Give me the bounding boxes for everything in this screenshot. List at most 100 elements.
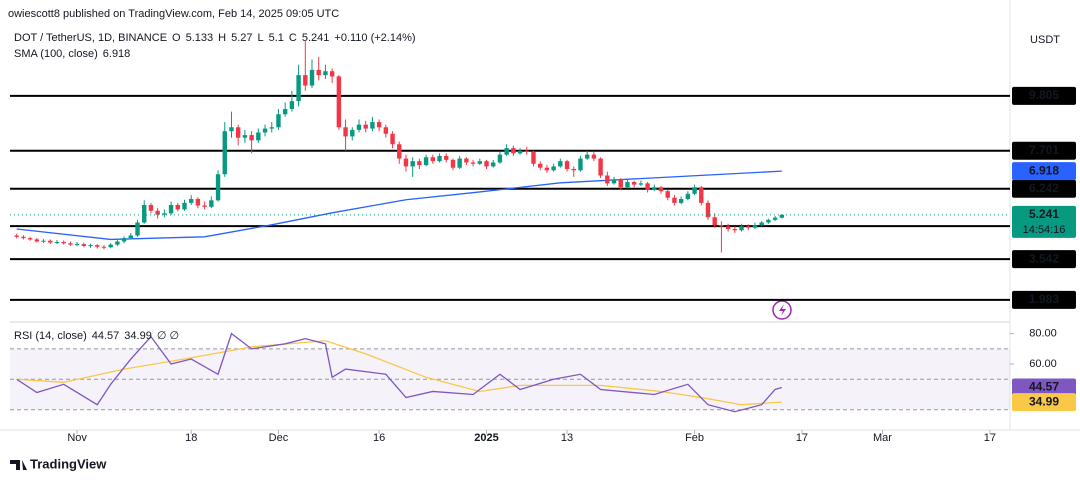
candle-body <box>48 240 53 243</box>
candle-body <box>779 214 785 218</box>
level-label-box <box>1012 141 1076 160</box>
candle-body <box>54 242 60 244</box>
candle-body <box>652 187 657 190</box>
candle-body <box>558 161 563 167</box>
level-label: 1.983 <box>1029 292 1059 306</box>
candle-body <box>625 182 630 188</box>
candle-body <box>202 205 207 207</box>
candle-body <box>121 238 127 242</box>
candle-body <box>538 163 543 168</box>
candle-body <box>618 179 623 188</box>
candle-body <box>470 162 476 164</box>
candle-body <box>155 210 160 215</box>
candle-body <box>101 246 107 248</box>
sma-legend: SMA (100, close) <box>14 48 98 60</box>
candle-body <box>564 161 570 170</box>
candle-body <box>417 161 422 166</box>
candle-body <box>88 245 93 247</box>
candle-body <box>484 161 489 167</box>
ohlc-key: O <box>172 32 181 44</box>
candle-body <box>296 75 301 102</box>
candle-body <box>672 197 677 203</box>
rsi-tick-label: 60.00 <box>1029 358 1057 370</box>
rsi-legend: RSI (14, close) <box>14 330 87 342</box>
x-tick-label: 17 <box>796 432 808 444</box>
ohlc-value: 5.241 <box>302 32 330 44</box>
last-price-box <box>1012 205 1076 238</box>
brand: TradingView <box>30 456 107 471</box>
candle-body <box>249 135 254 141</box>
x-tick-label: Feb <box>685 432 704 444</box>
candle-body <box>524 150 529 153</box>
candle-body <box>215 174 221 201</box>
candle-body <box>544 167 550 171</box>
candle-body <box>303 75 308 86</box>
candle-body <box>584 154 590 159</box>
candle-body <box>457 158 462 168</box>
candle-body <box>645 183 650 190</box>
candle-body <box>182 202 187 210</box>
candle-body <box>511 148 516 154</box>
candle-body <box>719 225 724 227</box>
rsi-ma-label: 34.99 <box>1029 394 1059 408</box>
rsi-ma-line <box>16 340 782 406</box>
candle-body <box>477 161 482 164</box>
candle-body <box>410 161 415 167</box>
candle-body <box>376 122 382 128</box>
candle-body <box>316 69 321 76</box>
candle-body <box>235 127 241 138</box>
candle-body <box>289 101 295 110</box>
last-price-label: 5.241 <box>1029 207 1059 221</box>
x-tick-label: Mar <box>873 432 892 444</box>
candle-body <box>189 198 194 203</box>
candle-body <box>450 159 456 168</box>
candle-body <box>148 204 154 211</box>
candle-body <box>766 219 771 223</box>
candle-body <box>370 122 375 129</box>
x-tick-label: Nov <box>67 432 87 444</box>
candle-body <box>752 225 758 228</box>
candle-body <box>383 127 389 134</box>
candle-body <box>437 155 442 162</box>
candle-body <box>772 217 778 220</box>
candle-body <box>531 152 536 164</box>
candle-body <box>142 204 147 223</box>
candle-body <box>175 204 180 210</box>
candle-body <box>692 187 697 194</box>
sma-label: 6.918 <box>1029 163 1059 177</box>
level-label: 3.542 <box>1029 251 1059 265</box>
x-tick-label: 18 <box>185 432 197 444</box>
level-label-box <box>1012 290 1076 309</box>
sma-label-box <box>1012 162 1076 181</box>
candle-body <box>229 127 234 132</box>
candle-body <box>336 76 342 128</box>
candle-body <box>41 240 46 242</box>
candle-body <box>605 175 610 184</box>
candle-body <box>329 71 335 77</box>
candle-body <box>195 198 201 206</box>
rsi-tick-label: 80.00 <box>1029 328 1057 340</box>
ohlc-key: C <box>289 32 297 44</box>
countdown: 14:54:16 <box>1023 224 1066 236</box>
candle-body <box>27 238 33 240</box>
rsi-ma-label-box <box>1012 393 1076 412</box>
x-tick-label: Dec <box>269 432 289 444</box>
rsi-label-box <box>1012 378 1076 397</box>
candle-body <box>350 129 355 137</box>
candle-body <box>74 244 80 246</box>
candle-body <box>504 148 509 155</box>
candle-body <box>712 217 717 226</box>
candle-body <box>739 226 744 231</box>
candle-body <box>323 71 328 76</box>
level-label: 6.242 <box>1029 181 1059 195</box>
candle-body <box>14 235 19 237</box>
candle-body <box>356 124 362 130</box>
candle-body <box>732 228 738 231</box>
candle-body <box>403 158 409 167</box>
currency: USDT <box>1030 34 1060 46</box>
candle-body <box>759 222 764 226</box>
candle-body <box>678 198 684 203</box>
candle-body <box>464 158 469 163</box>
candle-body <box>551 166 556 171</box>
